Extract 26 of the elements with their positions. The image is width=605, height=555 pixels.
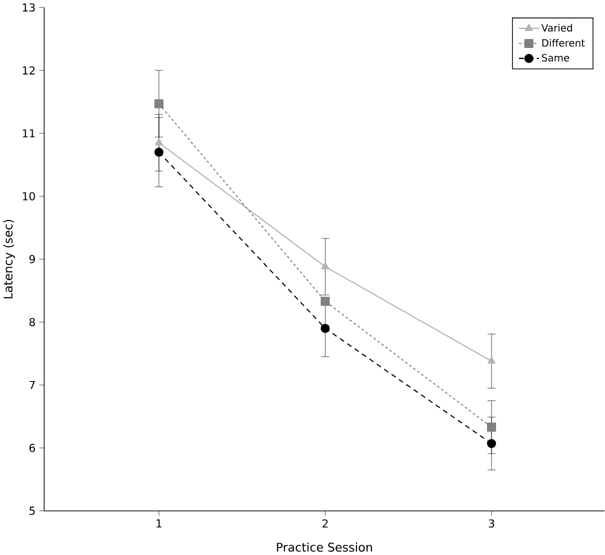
- y-tick-label: 12: [22, 66, 35, 74]
- y-axis-title: Latency (sec): [3, 220, 15, 298]
- point: [488, 356, 496, 364]
- point: [154, 148, 164, 157]
- x-tick-label: 2: [322, 519, 328, 528]
- y-tick-label: 7: [30, 381, 35, 389]
- point: [486, 422, 496, 432]
- legend-label: Different: [542, 38, 585, 47]
- y-tick-label: 13: [22, 3, 35, 12]
- x-axis-title: Practice Session: [276, 542, 372, 552]
- x-tick-label: 1: [156, 519, 162, 528]
- point: [321, 262, 330, 270]
- legend-label: Varied: [541, 24, 572, 32]
- point: [154, 99, 164, 108]
- point: [486, 438, 496, 448]
- y-tick-label: 8: [29, 318, 35, 326]
- y-tick-label: 11: [22, 129, 35, 138]
- y-tick-label: 6: [29, 444, 35, 452]
- y-tick-label: 10: [22, 192, 35, 200]
- x-tick-label: 3: [488, 519, 494, 528]
- point: [320, 324, 330, 333]
- y-tick-label: 5: [30, 506, 35, 515]
- point: [154, 138, 163, 146]
- legend-label: Same: [542, 54, 570, 62]
- y-tick-label: 9: [29, 255, 35, 264]
- point: [320, 296, 330, 306]
